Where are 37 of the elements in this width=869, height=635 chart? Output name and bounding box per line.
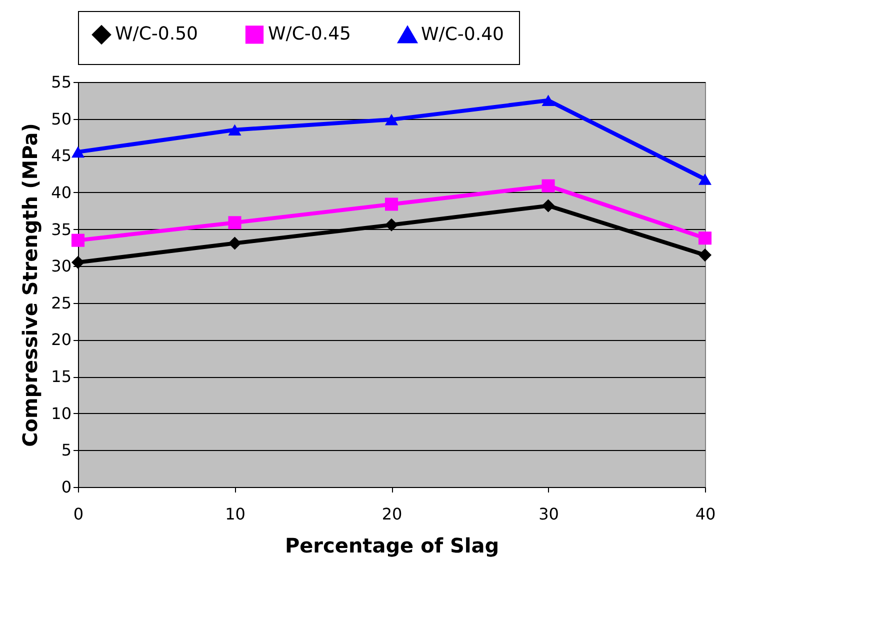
y-tick-label: 30 <box>51 256 72 276</box>
point <box>228 124 242 136</box>
legend-label: W/C-0.40 <box>421 24 504 46</box>
x-tick-label: 10 <box>225 504 246 524</box>
y-tick-label: 25 <box>51 293 72 312</box>
x-tick-label: 20 <box>382 504 402 524</box>
y-tick-label: 15 <box>51 367 72 386</box>
x-tick-label: 40 <box>695 504 716 524</box>
point <box>384 198 398 211</box>
y-tick-label: 0 <box>61 478 72 496</box>
x-tick-label: 0 <box>73 504 84 524</box>
point <box>228 216 242 230</box>
point <box>698 174 712 185</box>
y-tick-label: 40 <box>51 182 72 202</box>
y-axis-title: Compressive Strength (MPa) <box>18 123 42 447</box>
point <box>698 232 712 245</box>
point <box>698 248 712 262</box>
point <box>228 236 242 250</box>
point <box>384 114 398 126</box>
point <box>71 234 85 247</box>
y-tick-label: 20 <box>51 330 72 350</box>
y-tick-label: 45 <box>51 146 72 166</box>
point <box>384 218 398 232</box>
y-tick-label: 50 <box>51 109 72 128</box>
point <box>542 94 555 106</box>
y-tick-label: 35 <box>51 220 72 239</box>
point <box>542 199 555 212</box>
legend-label: W/C-0.45 <box>268 24 352 45</box>
point <box>71 256 85 269</box>
x-tick-label: 30 <box>538 504 559 524</box>
point <box>71 146 85 158</box>
y-tick-label: 55 <box>51 72 72 92</box>
x-axis-title: Percentage of Slag <box>284 534 500 558</box>
y-tick-label: 10 <box>51 404 72 423</box>
point <box>542 179 555 192</box>
legend-label: W/C-0.50 <box>115 24 198 45</box>
y-tick-label: 5 <box>61 440 72 460</box>
